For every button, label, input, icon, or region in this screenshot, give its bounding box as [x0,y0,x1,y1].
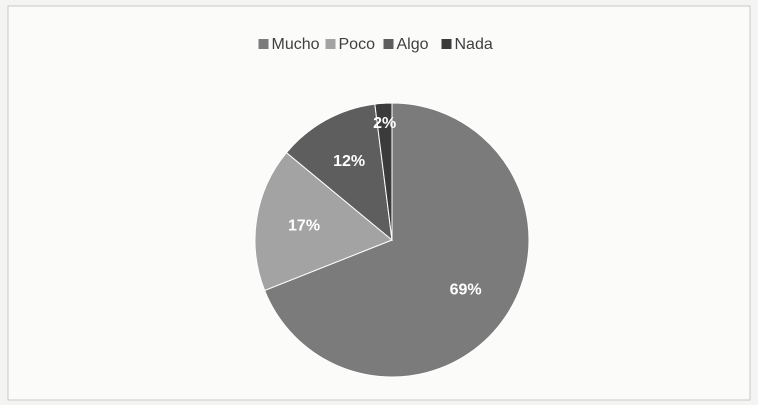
pie-slice [374,102,393,241]
legend-swatch [441,39,452,49]
legend-label: Nada [455,36,493,53]
data-label: 69% [450,281,482,298]
pie-slice [254,151,393,292]
data-label: 12% [333,153,365,170]
data-label: 2% [373,115,396,132]
data-label: 17% [288,217,320,234]
legend-label: Poco [339,36,376,53]
pie-slice [285,103,393,242]
legend-swatch [383,39,394,49]
pie-slice [263,102,530,378]
legend-label: Mucho [272,36,320,53]
legend-label: Algo [397,36,429,53]
legend-swatch [258,39,269,49]
legend-swatch [325,39,336,49]
